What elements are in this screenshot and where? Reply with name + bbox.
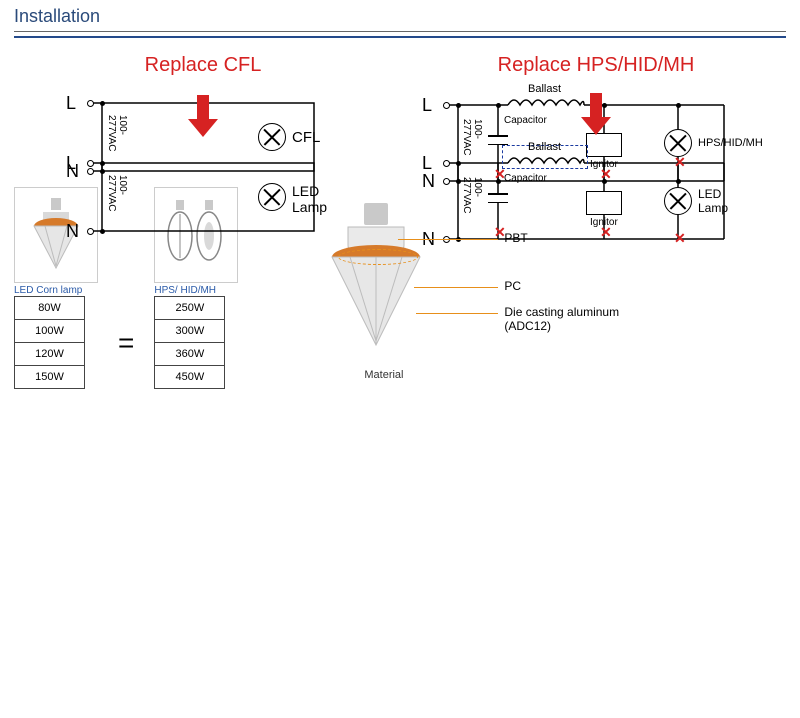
material-bulb-icon [298,197,458,367]
node [496,103,501,108]
label-L: L [66,153,76,174]
cell: 80W [15,297,85,320]
equals-sign: = [108,327,144,389]
arrow-down-icon [581,93,611,137]
cell: 300W [155,320,225,343]
heading-cfl: Replace CFL [145,54,262,77]
node [676,103,681,108]
capacitor-label: Capacitor [504,173,547,184]
cell: 120W [15,343,85,366]
led-watt-table: 80W 100W 120W 150W [14,296,85,389]
terminal-L [87,160,94,167]
led-caption: LED Corn lamp [14,285,98,296]
node [456,103,461,108]
hps-watt-table: 250W 300W 360W 450W [154,296,225,389]
cell: 450W [155,366,225,389]
node [100,161,105,166]
heading-hps: Replace HPS/HID/MH [498,54,695,77]
mat-adc12: Die casting aluminum (ADC12) [504,305,619,333]
terminal-L [443,160,450,167]
cell: 150W [15,366,85,389]
lamp-label-cfl: CFL [292,129,320,146]
callout-line [416,313,498,314]
divider-thin [14,31,786,32]
section-title: Installation [0,0,800,31]
callout-line [414,287,498,288]
ballast-label: Ballast [528,141,561,153]
material-block: PBT PC Die casting aluminum (ADC12) Mate… [268,187,786,389]
terminal-L [443,102,450,109]
terminal-N [87,228,94,235]
capacitor-label: Capacitor [504,115,547,126]
divider-thick [14,36,786,38]
node [100,229,105,234]
label-L: L [422,153,432,174]
mat-pc: PC [504,279,521,293]
node [100,101,105,106]
cell: 360W [155,343,225,366]
callout-line [398,239,498,240]
x-mark: ✕ [494,167,506,181]
terminal-L [87,100,94,107]
voltage-label: 100-277VAC [106,175,128,212]
label-N: N [66,221,79,242]
cell: 250W [155,297,225,320]
x-mark: ✕ [600,167,612,181]
mat-pbt: PBT [504,231,527,245]
ballast-label: Ballast [528,83,561,95]
cell: 100W [15,320,85,343]
callout-dash [338,249,418,265]
hps-caption: HPS/ HID/MH [154,285,238,296]
material-caption: Material [364,369,403,381]
x-mark: ✕ [674,155,686,169]
arrow-down-icon [188,95,218,139]
label-L: L [66,93,76,114]
node [456,161,461,166]
label-L: L [422,95,432,116]
